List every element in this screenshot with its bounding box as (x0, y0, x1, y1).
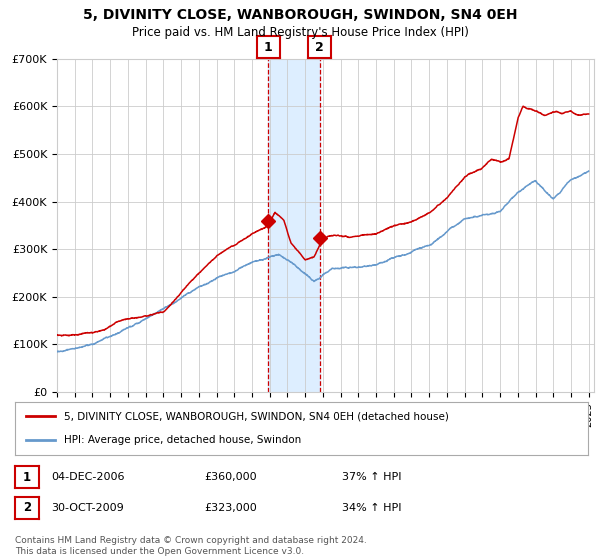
Text: 2: 2 (316, 40, 324, 54)
Text: Contains HM Land Registry data © Crown copyright and database right 2024.
This d: Contains HM Land Registry data © Crown c… (15, 536, 367, 556)
Text: £323,000: £323,000 (204, 503, 257, 513)
Text: 34% ↑ HPI: 34% ↑ HPI (342, 503, 401, 513)
Text: 1: 1 (264, 40, 272, 54)
Text: HPI: Average price, detached house, Swindon: HPI: Average price, detached house, Swin… (64, 435, 301, 445)
Text: 37% ↑ HPI: 37% ↑ HPI (342, 472, 401, 482)
Text: 04-DEC-2006: 04-DEC-2006 (51, 472, 125, 482)
Text: £360,000: £360,000 (204, 472, 257, 482)
Text: 5, DIVINITY CLOSE, WANBOROUGH, SWINDON, SN4 0EH: 5, DIVINITY CLOSE, WANBOROUGH, SWINDON, … (83, 8, 517, 22)
Text: 5, DIVINITY CLOSE, WANBOROUGH, SWINDON, SN4 0EH (detached house): 5, DIVINITY CLOSE, WANBOROUGH, SWINDON, … (64, 412, 449, 422)
Text: 2: 2 (23, 501, 31, 515)
Text: 1: 1 (23, 470, 31, 484)
Bar (268, 59, 320, 392)
Text: 30-OCT-2009: 30-OCT-2009 (51, 503, 124, 513)
Text: Price paid vs. HM Land Registry's House Price Index (HPI): Price paid vs. HM Land Registry's House … (131, 26, 469, 39)
